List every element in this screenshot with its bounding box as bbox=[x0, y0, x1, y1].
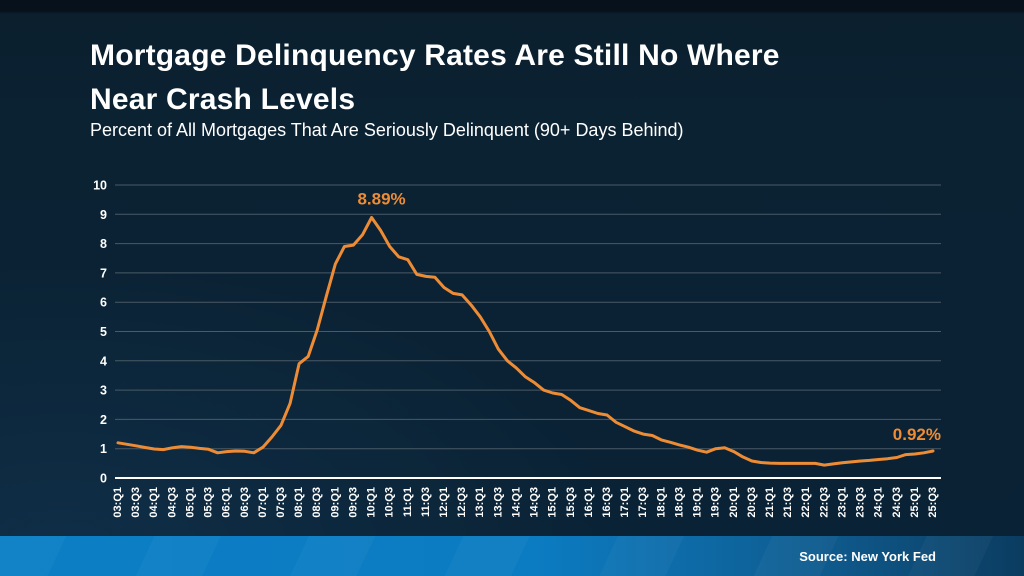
x-tick-label: 25:Q1 bbox=[909, 487, 921, 518]
x-tick-label: 18:Q1 bbox=[655, 487, 667, 518]
y-tick-label: 10 bbox=[93, 179, 107, 193]
slide-subtitle: Percent of All Mortgages That Are Seriou… bbox=[90, 120, 684, 140]
x-tick-label: 03:Q3 bbox=[130, 487, 142, 518]
x-tick-label: 12:Q3 bbox=[456, 487, 468, 518]
x-tick-label: 19:Q3 bbox=[710, 487, 722, 518]
x-tick-label: 15:Q1 bbox=[547, 487, 559, 518]
y-tick-label: 1 bbox=[100, 442, 107, 456]
x-tick-label: 06:Q3 bbox=[239, 487, 251, 518]
x-tick-label: 19:Q1 bbox=[692, 487, 704, 518]
x-tick-label: 25:Q3 bbox=[927, 487, 939, 518]
x-tick-label: 24:Q1 bbox=[873, 487, 885, 518]
x-tick-label: 13:Q3 bbox=[492, 487, 504, 518]
x-tick-label: 23:Q1 bbox=[836, 487, 848, 518]
x-tick-label: 05:Q1 bbox=[184, 487, 196, 518]
x-tick-label: 14:Q1 bbox=[510, 487, 522, 518]
y-tick-label: 7 bbox=[100, 266, 107, 280]
x-tick-label: 12:Q1 bbox=[438, 487, 450, 518]
x-tick-label: 06:Q1 bbox=[221, 487, 233, 518]
x-tick-label: 21:Q3 bbox=[782, 487, 794, 518]
x-axis-labels: 03:Q1 03:Q3 04:Q1 04:Q3 05:Q1 05:Q3 06:Q1 06:Q3… bbox=[112, 487, 939, 518]
x-tick-label: 05:Q3 bbox=[203, 487, 215, 518]
y-tick-label: 8 bbox=[100, 237, 107, 251]
y-axis-labels: 0 1 2 3 4 5 6 7 8 9 10 bbox=[93, 179, 107, 486]
y-tick-label: 9 bbox=[100, 208, 107, 222]
x-tick-label: 20:Q1 bbox=[728, 487, 740, 518]
x-tick-label: 09:Q1 bbox=[329, 487, 341, 518]
x-tick-label: 17:Q1 bbox=[619, 487, 631, 518]
x-tick-label: 22:Q3 bbox=[818, 487, 830, 518]
x-tick-label: 23:Q3 bbox=[855, 487, 867, 518]
x-tick-label: 11:Q1 bbox=[402, 487, 414, 517]
x-tick-label: 16:Q3 bbox=[601, 487, 613, 518]
x-tick-label: 08:Q3 bbox=[311, 487, 323, 518]
source-text: Source: New York Fed bbox=[799, 548, 936, 564]
slide-title: Mortgage Delinquency Rates Are Still No … bbox=[90, 34, 780, 122]
x-tick-label: 21:Q1 bbox=[764, 487, 776, 518]
y-tick-label: 3 bbox=[100, 384, 107, 398]
x-tick-label: 04:Q1 bbox=[148, 487, 160, 518]
y-tick-label: 5 bbox=[100, 325, 107, 339]
value-annotation: 0.92% bbox=[893, 425, 941, 444]
x-tick-label: 15:Q3 bbox=[565, 487, 577, 518]
x-tick-label: 14:Q3 bbox=[529, 487, 541, 518]
x-tick-label: 10:Q3 bbox=[384, 487, 396, 518]
x-tick-label: 22:Q1 bbox=[800, 487, 812, 518]
x-tick-label: 17:Q3 bbox=[637, 487, 649, 518]
x-tick-label: 04:Q3 bbox=[166, 487, 178, 518]
x-tick-label: 11:Q3 bbox=[420, 487, 432, 517]
chart-area: 0 1 2 3 4 5 6 7 8 9 10 03:Q1 03:Q3 04:Q1 04:Q3 05:Q1 05:… bbox=[0, 170, 1000, 542]
y-tick-label: 4 bbox=[100, 354, 107, 368]
x-tick-label: 10:Q1 bbox=[366, 487, 378, 518]
x-tick-label: 07:Q3 bbox=[275, 487, 287, 518]
x-tick-label: 20:Q3 bbox=[746, 487, 758, 518]
x-tick-label: 03:Q1 bbox=[112, 487, 124, 518]
x-tick-label: 07:Q1 bbox=[257, 487, 269, 518]
delinquency-line-chart: 0 1 2 3 4 5 6 7 8 9 10 03:Q1 03:Q3 04:Q1 04:Q3 05:Q1 05:… bbox=[93, 179, 941, 518]
delinquency-rate-line bbox=[116, 216, 935, 467]
x-tick-label: 08:Q1 bbox=[293, 487, 305, 518]
y-gridlines bbox=[115, 184, 941, 450]
x-tick-label: 13:Q1 bbox=[474, 487, 486, 518]
y-tick-label: 2 bbox=[100, 413, 107, 427]
x-tick-label: 09:Q3 bbox=[347, 487, 359, 518]
x-tick-label: 16:Q1 bbox=[583, 487, 595, 518]
x-tick-label: 18:Q3 bbox=[673, 487, 685, 518]
title-line-2: Near Crash Levels bbox=[90, 83, 356, 116]
footer-bar: Source: New York Fed bbox=[0, 536, 1024, 576]
x-tick-label: 24:Q3 bbox=[891, 487, 903, 518]
y-tick-label: 6 bbox=[100, 296, 107, 310]
y-tick-label: 0 bbox=[100, 472, 107, 486]
value-annotation: 8.89% bbox=[357, 190, 405, 209]
title-line-1: Mortgage Delinquency Rates Are Still No … bbox=[90, 39, 780, 72]
